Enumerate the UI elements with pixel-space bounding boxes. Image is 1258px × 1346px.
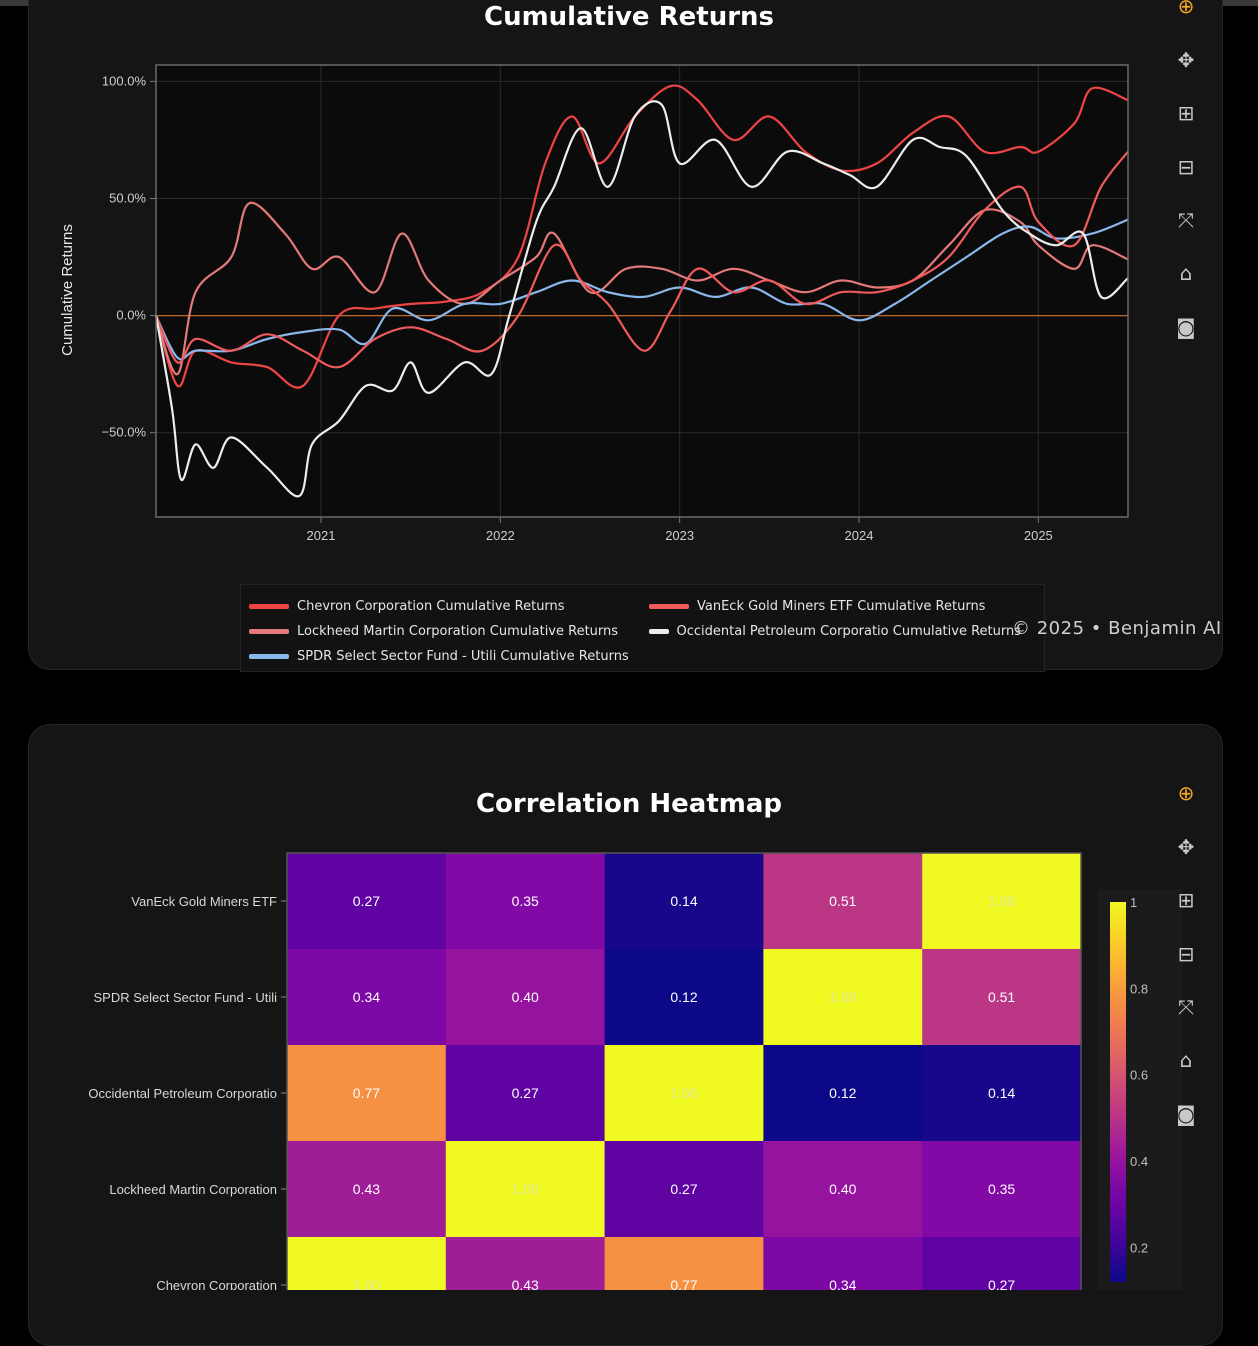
zoom-icon[interactable]: ⊕ [1177,781,1195,805]
legend-label: VanEck Gold Miners ETF Cumulative Return… [697,598,986,614]
zoom-out-icon[interactable]: ⊟ [1177,155,1195,179]
zoom-in-icon[interactable]: ⊞ [1177,101,1195,125]
legend-swatch [649,628,669,634]
y-tick-label: 100.0% [102,73,147,88]
zoom-in-icon[interactable]: ⊞ [1177,888,1195,912]
legend-item-lockheed[interactable]: Lockheed Martin Corporation Cumulative R… [249,622,618,640]
x-tick-label: 2025 [1024,528,1053,543]
camera-icon[interactable]: ◙ [1176,315,1196,339]
y-tick-label: 0.0% [116,308,146,323]
y-tick-label: −50.0% [102,425,147,440]
autoscale-icon[interactable]: ⤧ [1178,995,1194,1019]
plot-area [156,65,1128,517]
returns-chart-title: Cumulative Returns [483,2,775,32]
series-line[interactable] [155,218,1129,361]
x-tick-label: 2022 [486,528,515,543]
pan-icon[interactable]: ✥ [1177,835,1195,859]
zoom-out-icon[interactable]: ⊟ [1177,942,1195,966]
returns-legend: Chevron Corporation Cumulative Returns L… [240,584,1045,672]
series-line[interactable] [154,84,1129,389]
pan-icon[interactable]: ✥ [1177,48,1195,72]
footer-credit: © 2025 • Benjamin AI [1012,618,1222,639]
legend-label: Chevron Corporation Cumulative Returns [297,598,565,614]
legend-item-occidental[interactable]: Occidental Petroleum Corporatio Cumulati… [649,622,1021,640]
y-tick-label: 50.0% [109,190,146,205]
legend-swatch [249,653,289,659]
legend-item-chevron[interactable]: Chevron Corporation Cumulative Returns [249,597,565,615]
x-tick-label: 2024 [845,528,874,543]
legend-swatch [649,603,689,609]
legend-label: SPDR Select Sector Fund - Utili Cumulati… [297,648,629,664]
x-tick-label: 2021 [307,528,336,543]
legend-swatch [249,628,289,634]
camera-icon[interactable]: ◙ [1176,1102,1196,1126]
returns-y-axis-label: Cumulative Returns [59,224,76,356]
legend-swatch [249,603,289,609]
autoscale-icon[interactable]: ⤧ [1178,208,1194,232]
series-line[interactable] [154,100,1129,498]
legend-item-spdr[interactable]: SPDR Select Sector Fund - Utili Cumulati… [249,647,629,665]
cumulative-returns-plot[interactable]: Cumulative Returns 100.0% 50.0% 0.0% −50.0%… [0,0,1258,580]
zoom-icon[interactable]: ⊕ [1177,0,1195,18]
heatmap-chart-title: Correlation Heatmap [475,789,783,819]
x-tick-label: 2023 [665,528,694,543]
legend-label: Lockheed Martin Corporation Cumulative R… [297,623,619,639]
reset-axes-icon[interactable]: ⌂ [1179,261,1193,285]
plot-frame [155,64,1129,518]
legend-label: Occidental Petroleum Corporatio Cumulati… [676,623,1022,639]
series-line[interactable] [154,151,1129,369]
legend-item-vaneck[interactable]: VanEck Gold Miners ETF Cumulative Return… [649,597,985,615]
reset-axes-icon[interactable]: ⌂ [1179,1048,1193,1072]
